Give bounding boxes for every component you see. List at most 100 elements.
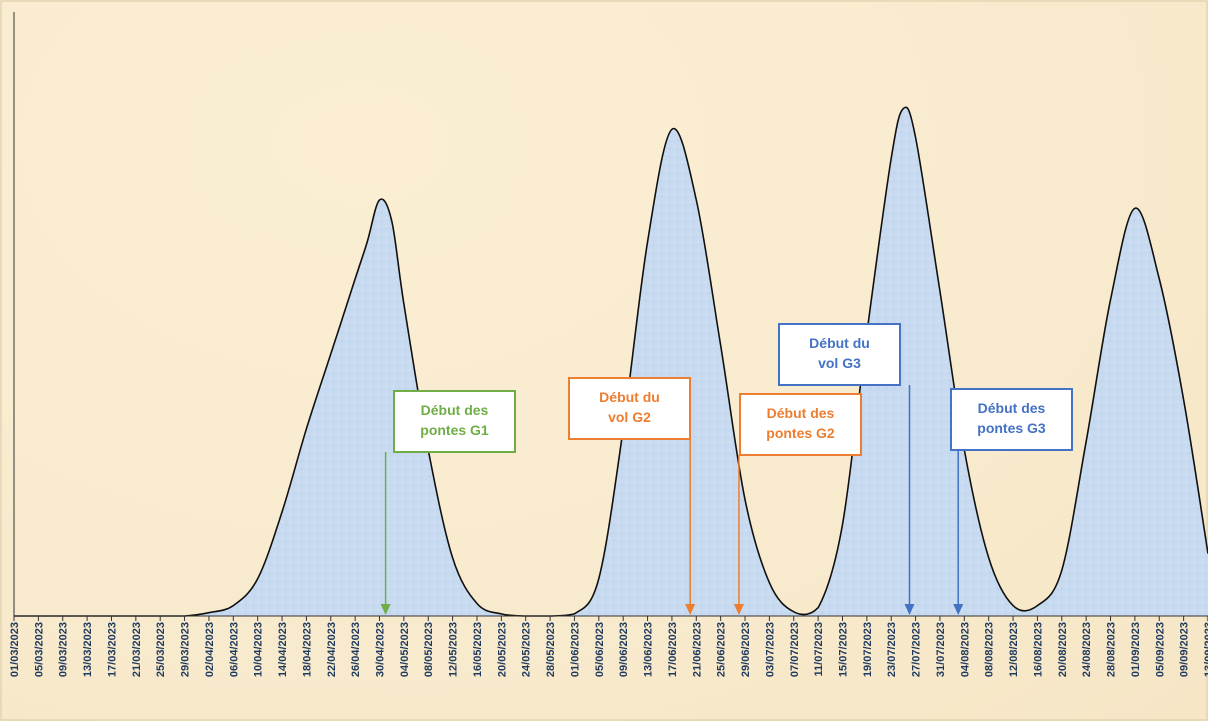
annotation-callout: Début du vol G2 <box>568 377 696 615</box>
data-point <box>452 557 453 558</box>
data-point <box>1183 399 1184 400</box>
annotation-box <box>739 393 862 456</box>
arrow-head-icon <box>733 604 744 615</box>
x-tick-label: 10/04/2023 <box>253 622 265 677</box>
x-tick-label: 25/03/2023 <box>155 622 167 677</box>
x-tick-label: 16/05/2023 <box>472 622 484 677</box>
x-tick-label: 07/07/2023 <box>789 622 801 677</box>
data-point <box>671 129 672 130</box>
data-point <box>793 611 794 612</box>
data-point <box>1134 208 1135 209</box>
x-tick-label: 31/07/2023 <box>935 622 947 677</box>
data-point <box>330 353 331 354</box>
x-tick-label: 21/06/2023 <box>691 622 703 677</box>
data-point <box>355 278 356 279</box>
annotation-box <box>778 323 901 386</box>
x-tick-label: 21/03/2023 <box>131 622 143 677</box>
x-tick-label: 29/03/2023 <box>180 622 192 677</box>
arrow-head-icon <box>380 604 391 615</box>
x-tick-label: 19/07/2023 <box>862 622 874 677</box>
x-tick-label: 24/08/2023 <box>1081 622 1093 677</box>
x-tick-label: 16/08/2023 <box>1032 622 1044 677</box>
data-point <box>891 158 892 159</box>
x-tick-label: 05/09/2023 <box>1154 622 1166 677</box>
x-tick-label: 06/04/2023 <box>228 622 240 677</box>
x-tick-label: 18/04/2023 <box>301 622 313 677</box>
data-point <box>1061 570 1062 571</box>
data-point <box>769 582 770 583</box>
data-point <box>281 511 282 512</box>
x-tick-label: 08/08/2023 <box>984 622 996 677</box>
x-tick-label: 09/06/2023 <box>618 622 630 677</box>
series-line <box>13 106 1208 617</box>
annotation-text: pontes G1 <box>420 422 489 438</box>
x-tick-label: 09/03/2023 <box>58 622 70 677</box>
annotation-text: pontes G3 <box>977 420 1046 436</box>
annotations: Début des pontes G1 Début du vol G2 Début de… <box>380 323 1073 615</box>
x-tick-label: 12/05/2023 <box>448 622 460 677</box>
x-tick-label: 01/09/2023 <box>1130 622 1142 677</box>
annotation-text: vol G3 <box>818 355 861 371</box>
annotation-box <box>393 390 516 453</box>
x-tick-label: 05/03/2023 <box>33 622 45 677</box>
annotation-text: Début des <box>767 405 835 421</box>
data-point <box>720 345 721 346</box>
x-tick-label: 13/03/2023 <box>82 622 94 677</box>
x-tick-label: 17/06/2023 <box>667 622 679 677</box>
annotation-callout: Début des pontes G2 <box>733 393 862 615</box>
data-point <box>1086 441 1087 442</box>
data-point <box>647 241 648 242</box>
annotation-callout: Début des pontes G3 <box>950 388 1073 615</box>
data-point <box>1159 278 1160 279</box>
x-tick-label: 12/08/2023 <box>1008 622 1020 677</box>
x-tick-label: 24/05/2023 <box>521 622 533 677</box>
x-tick-label: 13/09/2023 <box>1203 622 1208 677</box>
annotation-text: Début des <box>978 400 1046 416</box>
data-point <box>391 220 392 221</box>
data-point <box>403 303 404 304</box>
x-tick-label: 28/08/2023 <box>1106 622 1118 677</box>
x-tick-label: 04/05/2023 <box>399 622 411 677</box>
annotation-callout: Début du vol G3 <box>778 323 915 615</box>
annotation-box <box>950 388 1073 451</box>
x-tick-label: 30/04/2023 <box>375 622 387 677</box>
data-point <box>257 578 258 579</box>
x-tick-label: 03/07/2023 <box>764 622 776 677</box>
x-tick-label: 13/06/2023 <box>643 622 655 677</box>
x-tick-label: 08/05/2023 <box>423 622 435 677</box>
annotation-text: vol G2 <box>608 409 651 425</box>
data-point <box>915 137 916 138</box>
data-point <box>842 524 843 525</box>
annotation-text: Début du <box>809 335 870 351</box>
x-tick-label: 02/04/2023 <box>204 622 216 677</box>
data-point <box>1110 299 1111 300</box>
data-point <box>903 108 904 109</box>
arrow-head-icon <box>904 604 915 615</box>
arrow-head-icon <box>953 604 964 615</box>
data-point <box>1037 605 1038 606</box>
annotation-callout: Début des pontes G1 <box>380 390 516 615</box>
data-point <box>379 199 380 200</box>
data-point <box>939 291 940 292</box>
x-tick-label: 29/06/2023 <box>740 622 752 677</box>
data-point <box>574 613 575 614</box>
data-point <box>988 557 989 558</box>
data-point <box>306 428 307 429</box>
data-point <box>233 605 234 606</box>
annotation-text: Début des <box>421 402 489 418</box>
x-tick-label: 25/06/2023 <box>716 622 728 677</box>
x-tick-label: 17/03/2023 <box>107 622 119 677</box>
data-point <box>598 578 599 579</box>
x-tick-label: 26/04/2023 <box>350 622 362 677</box>
annotation-text: pontes G2 <box>766 425 835 441</box>
x-tick-label: 09/09/2023 <box>1179 622 1191 677</box>
x-axis: 01/03/2023 05/03/2023 09/03/2023 13/03/2023… <box>9 12 1208 677</box>
x-tick-label: 20/05/2023 <box>496 622 508 677</box>
annotation-box <box>568 377 691 440</box>
x-tick-label: 01/06/2023 <box>569 622 581 677</box>
arrow-head-icon <box>685 604 696 615</box>
